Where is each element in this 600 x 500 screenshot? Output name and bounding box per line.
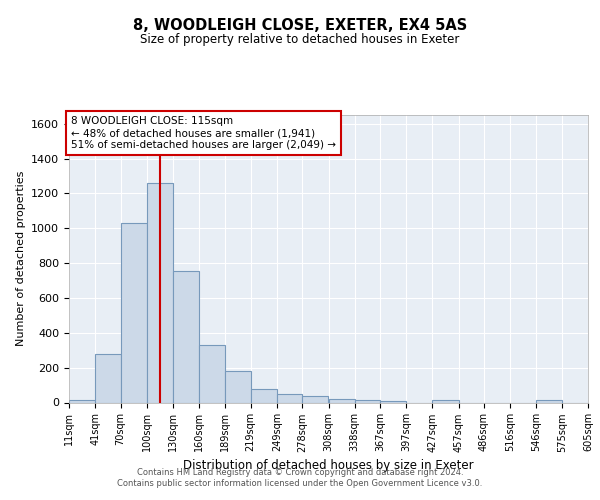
Bar — [199, 345, 224, 403]
Bar — [121, 223, 147, 402]
Text: 8, WOODLEIGH CLOSE, EXETER, EX4 5AS: 8, WOODLEIGH CLOSE, EXETER, EX4 5AS — [133, 18, 467, 32]
Bar — [173, 271, 199, 402]
Bar — [380, 401, 406, 402]
Bar — [69, 400, 95, 402]
Bar — [224, 371, 251, 402]
Bar — [302, 396, 329, 402]
Text: Contains HM Land Registry data © Crown copyright and database right 2024.
Contai: Contains HM Land Registry data © Crown c… — [118, 468, 482, 487]
Bar — [95, 354, 121, 403]
Bar — [277, 394, 302, 402]
Text: 8 WOODLEIGH CLOSE: 115sqm
← 48% of detached houses are smaller (1,941)
51% of se: 8 WOODLEIGH CLOSE: 115sqm ← 48% of detac… — [71, 116, 336, 150]
Bar — [251, 388, 277, 402]
Bar — [329, 399, 355, 402]
Y-axis label: Number of detached properties: Number of detached properties — [16, 171, 26, 346]
X-axis label: Distribution of detached houses by size in Exeter: Distribution of detached houses by size … — [183, 458, 474, 471]
Text: Size of property relative to detached houses in Exeter: Size of property relative to detached ho… — [140, 32, 460, 46]
Bar — [433, 400, 458, 402]
Bar — [536, 400, 562, 402]
Bar — [355, 400, 380, 402]
Bar — [147, 183, 173, 402]
